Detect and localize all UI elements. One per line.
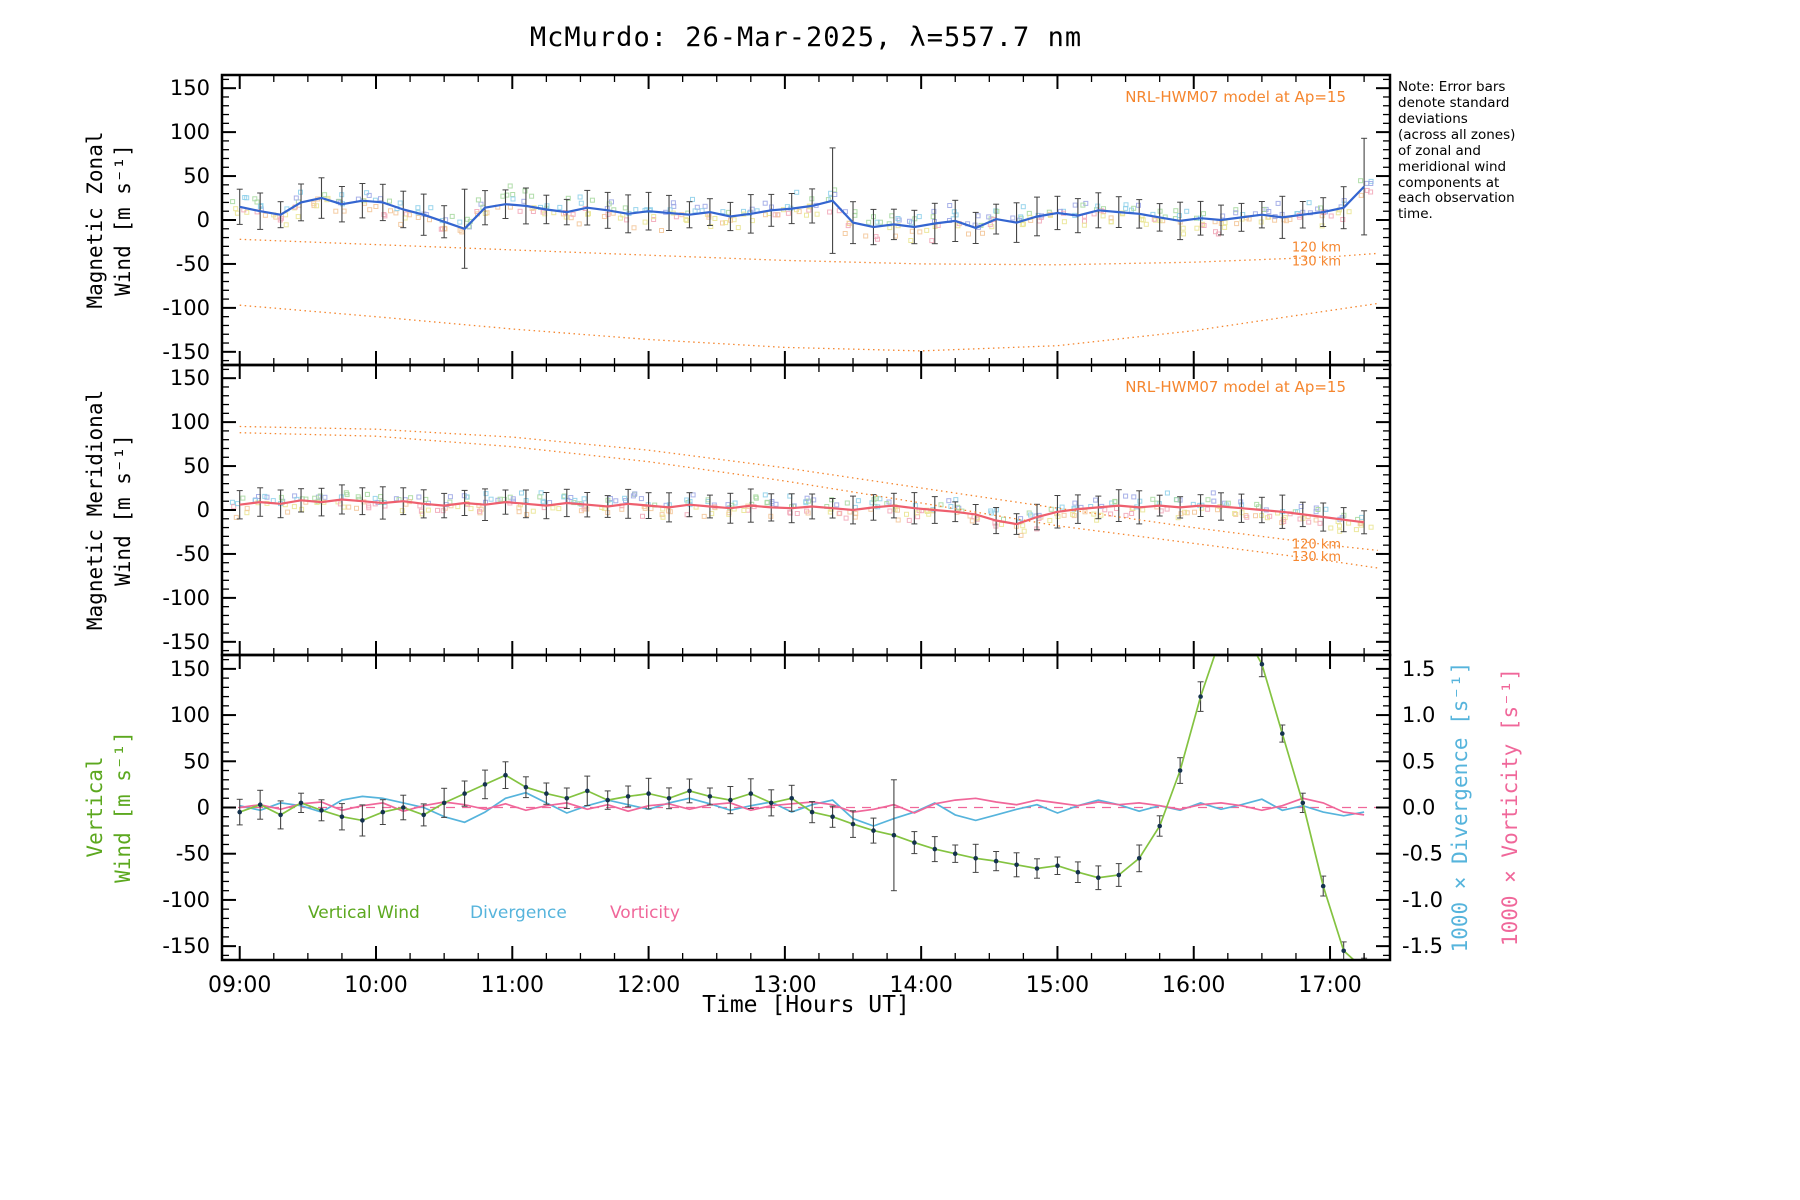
svg-text:-50: -50 bbox=[176, 542, 210, 566]
svg-text:16:00: 16:00 bbox=[1162, 973, 1225, 998]
legend-divergence: Divergence bbox=[470, 903, 567, 923]
svg-text:100: 100 bbox=[170, 410, 210, 434]
svg-text:130 km: 130 km bbox=[1292, 550, 1341, 565]
y-axis-label-zonal: Magnetic Zonal Wind [m s⁻¹] bbox=[81, 50, 143, 390]
x-axis-label: Time [Hours UT] bbox=[702, 992, 910, 1018]
y-axis-label-zonal-line1: Magnetic Zonal bbox=[83, 131, 107, 309]
svg-text:15:00: 15:00 bbox=[1026, 973, 1089, 998]
model-annotation-meridional: NRL-HWM07 model at Ap=15 bbox=[1125, 378, 1346, 396]
svg-text:-100: -100 bbox=[162, 888, 210, 912]
svg-text:150: 150 bbox=[170, 76, 210, 100]
svg-text:14:00: 14:00 bbox=[889, 973, 952, 998]
y-axis-label-meridional-line1: Magnetic Meridional bbox=[83, 389, 107, 631]
svg-text:13:00: 13:00 bbox=[753, 973, 816, 998]
svg-text:50: 50 bbox=[183, 454, 210, 478]
svg-text:100: 100 bbox=[170, 703, 210, 727]
right-axis-label-vorticity: 1000 × Vorticity [s⁻¹] bbox=[1498, 667, 1522, 947]
y-axis-label-zonal-line2: Wind [m s⁻¹] bbox=[111, 144, 136, 296]
svg-text:-150: -150 bbox=[162, 340, 210, 364]
svg-text:0: 0 bbox=[197, 498, 210, 522]
y-axis-label-meridional-line2: Wind [m s⁻¹] bbox=[111, 434, 136, 586]
y-axis-label-vertical-line1: Vertical bbox=[83, 756, 107, 858]
y-axis-label-meridional: Magnetic Meridional Wind [m s⁻¹] bbox=[81, 340, 143, 680]
svg-text:-50: -50 bbox=[176, 252, 210, 276]
svg-text:120 km: 120 km bbox=[1292, 538, 1341, 553]
svg-text:-50: -50 bbox=[176, 842, 210, 866]
legend-vorticity: Vorticity bbox=[610, 903, 680, 923]
svg-text:-150: -150 bbox=[162, 934, 210, 958]
svg-text:150: 150 bbox=[170, 366, 210, 390]
svg-text:-100: -100 bbox=[162, 586, 210, 610]
chart-title: McMurdo: 26-Mar-2025, λ=557.7 nm bbox=[529, 22, 1083, 53]
svg-text:120 km: 120 km bbox=[1292, 241, 1341, 256]
svg-text:-0.5: -0.5 bbox=[1402, 842, 1443, 866]
svg-text:0: 0 bbox=[197, 796, 210, 820]
svg-text:0.5: 0.5 bbox=[1402, 749, 1435, 773]
right-axis-label-divergence: 1000 × Divergence [s⁻¹] bbox=[1448, 661, 1472, 953]
svg-text:-100: -100 bbox=[162, 296, 210, 320]
svg-text:11:00: 11:00 bbox=[481, 973, 544, 998]
model-annotation-zonal: NRL-HWM07 model at Ap=15 bbox=[1125, 88, 1346, 106]
svg-text:10:00: 10:00 bbox=[344, 973, 407, 998]
svg-text:17:00: 17:00 bbox=[1298, 973, 1361, 998]
svg-text:09:00: 09:00 bbox=[208, 973, 271, 998]
svg-text:1.0: 1.0 bbox=[1402, 703, 1435, 727]
svg-text:50: 50 bbox=[183, 164, 210, 188]
svg-text:12:00: 12:00 bbox=[617, 973, 680, 998]
svg-text:150: 150 bbox=[170, 657, 210, 681]
error-bar-note: Note: Error bars denote standard deviati… bbox=[1398, 79, 1516, 223]
legend-vertical-wind: Vertical Wind bbox=[308, 903, 420, 923]
svg-text:-1.0: -1.0 bbox=[1402, 888, 1443, 912]
svg-text:-150: -150 bbox=[162, 630, 210, 654]
y-axis-label-vertical: Vertical Wind [m s⁻¹] bbox=[81, 637, 143, 977]
svg-text:50: 50 bbox=[183, 749, 210, 773]
svg-text:-1.5: -1.5 bbox=[1402, 934, 1443, 958]
svg-text:130 km: 130 km bbox=[1292, 255, 1341, 270]
svg-text:1.5: 1.5 bbox=[1402, 657, 1435, 681]
svg-text:100: 100 bbox=[170, 120, 210, 144]
y-axis-label-vertical-line2: Wind [m s⁻¹] bbox=[111, 731, 136, 883]
svg-text:0.0: 0.0 bbox=[1402, 796, 1435, 820]
svg-text:0: 0 bbox=[197, 208, 210, 232]
